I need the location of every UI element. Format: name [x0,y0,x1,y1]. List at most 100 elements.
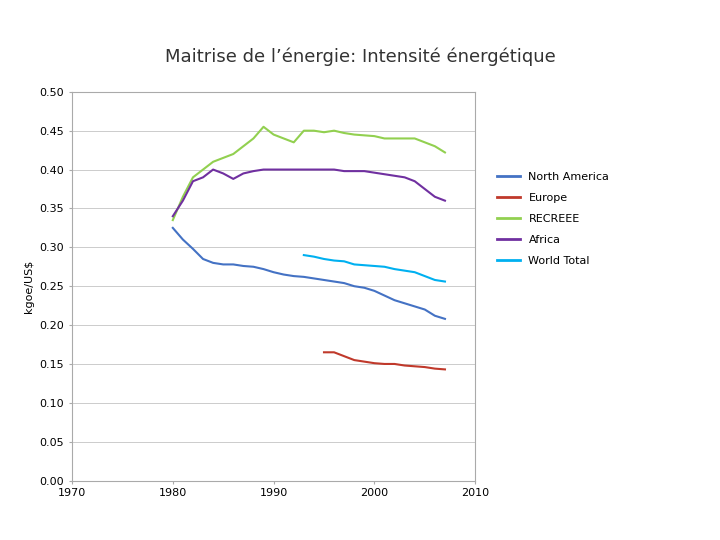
Y-axis label: kgoe/US$: kgoe/US$ [24,260,34,313]
RECREEE [370,133,379,139]
Europe [360,359,369,365]
RECREEE [219,154,228,161]
North America [189,246,197,252]
Africa [350,168,359,174]
RECREEE [279,135,288,141]
Africa [360,168,369,174]
RECREEE [310,127,318,134]
Africa [168,213,177,219]
Europe [340,353,348,360]
RECREEE [300,127,308,134]
RECREEE [441,149,449,156]
World Total [410,269,419,275]
RECREEE [229,151,238,157]
North America [199,256,207,262]
North America [390,297,399,303]
World Total [380,264,389,270]
North America [229,261,238,268]
Africa [441,198,449,204]
Africa [431,193,439,200]
North America [431,313,439,319]
World Total [400,267,409,274]
World Total [300,252,308,258]
Line: World Total: World Total [304,255,445,281]
World Total [320,256,328,262]
World Total [431,276,439,283]
North America [259,266,268,272]
World Total [330,257,338,264]
Africa [330,166,338,173]
Africa [340,168,348,174]
RECREEE [168,217,177,224]
Europe [320,349,328,355]
Africa [269,166,278,173]
North America [360,285,369,291]
Africa [209,166,217,173]
North America [279,271,288,278]
World Total [360,262,369,268]
RECREEE [410,135,419,141]
North America [400,300,409,307]
Europe [330,349,338,355]
North America [289,273,298,279]
Africa [219,170,228,177]
Legend: North America, Europe, RECREEE, Africa, World Total: North America, Europe, RECREEE, Africa, … [493,167,613,271]
Africa [410,178,419,185]
Europe [370,360,379,367]
Europe [380,361,389,367]
RECREEE [390,135,399,141]
Africa [259,166,268,173]
North America [269,269,278,275]
RECREEE [420,139,429,146]
North America [330,278,338,285]
Europe [410,363,419,369]
RECREEE [259,124,268,130]
Africa [289,166,298,173]
RECREEE [350,131,359,138]
North America [441,315,449,322]
Africa [370,170,379,176]
Line: North America: North America [173,228,445,319]
Line: Africa: Africa [173,170,445,216]
World Total [340,258,348,265]
Africa [199,174,207,180]
Europe [350,357,359,363]
World Total [390,266,399,272]
World Total [370,263,379,269]
RECREEE [400,135,409,141]
Line: RECREEE: RECREEE [173,127,445,220]
RECREEE [189,174,197,180]
Europe [400,362,409,369]
RECREEE [249,135,258,141]
Africa [239,170,248,177]
World Total [310,253,318,260]
Africa [249,168,258,174]
North America [219,261,228,268]
Europe [390,361,399,367]
North America [239,263,248,269]
North America [320,276,328,283]
RECREEE [360,132,369,139]
Africa [420,186,429,192]
RECREEE [179,193,187,200]
Europe [441,366,449,373]
RECREEE [199,166,207,173]
RECREEE [269,131,278,138]
Text: Maitrise de l’énergie: Intensité énergétique: Maitrise de l’énergie: Intensité énergét… [165,48,555,66]
RECREEE [289,139,298,146]
North America [340,280,348,286]
North America [300,274,308,280]
Europe [431,366,439,372]
RECREEE [340,130,348,136]
RECREEE [380,135,389,141]
Africa [320,166,328,173]
Africa [179,198,187,204]
World Total [420,273,429,279]
North America [249,264,258,270]
Africa [189,178,197,185]
RECREEE [330,127,338,134]
Africa [310,166,318,173]
Africa [279,166,288,173]
Europe [420,364,429,370]
Line: Europe: Europe [324,352,445,369]
